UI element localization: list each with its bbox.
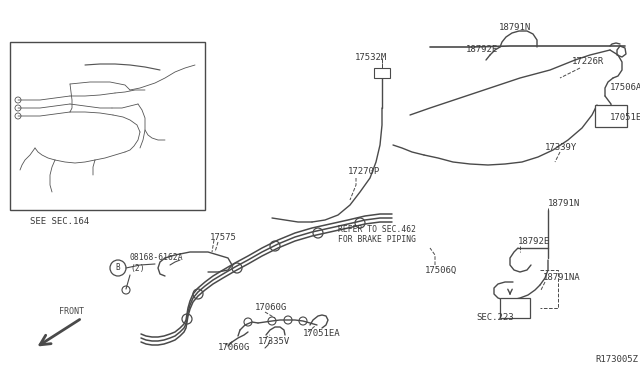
Bar — [595, 105, 627, 127]
Text: 17575: 17575 — [210, 234, 237, 243]
Text: 18792E: 18792E — [518, 237, 550, 247]
Text: 17532M: 17532M — [355, 54, 387, 62]
Text: 17060G: 17060G — [255, 304, 287, 312]
Bar — [500, 298, 530, 318]
Text: 18791NA: 18791NA — [543, 273, 580, 282]
Bar — [10, 42, 205, 210]
Text: R173005Z: R173005Z — [595, 356, 638, 365]
Text: SEC.223: SEC.223 — [476, 314, 514, 323]
Text: 17051E: 17051E — [610, 113, 640, 122]
Text: REFER TO SEC.462: REFER TO SEC.462 — [338, 225, 416, 234]
Text: 17506Q: 17506Q — [425, 266, 457, 275]
Text: 17051EA: 17051EA — [303, 330, 340, 339]
Text: (2): (2) — [130, 263, 145, 273]
Bar — [374, 68, 390, 78]
Text: 18791N: 18791N — [548, 199, 580, 208]
Text: 18791N: 18791N — [499, 22, 531, 32]
Text: 17270P: 17270P — [348, 167, 380, 176]
Text: FRONT: FRONT — [60, 308, 84, 317]
Text: 08168-6162A: 08168-6162A — [130, 253, 184, 263]
Text: FOR BRAKE PIPING: FOR BRAKE PIPING — [338, 235, 416, 244]
Text: B: B — [116, 263, 120, 273]
Text: 17506A: 17506A — [610, 83, 640, 93]
Text: 17335V: 17335V — [258, 337, 291, 346]
Text: 17060G: 17060G — [218, 343, 250, 353]
Text: SEE SEC.164: SEE SEC.164 — [31, 218, 90, 227]
Text: 17339Y: 17339Y — [545, 144, 577, 153]
Text: 18792E: 18792E — [466, 45, 499, 55]
Text: 17226R: 17226R — [572, 58, 604, 67]
